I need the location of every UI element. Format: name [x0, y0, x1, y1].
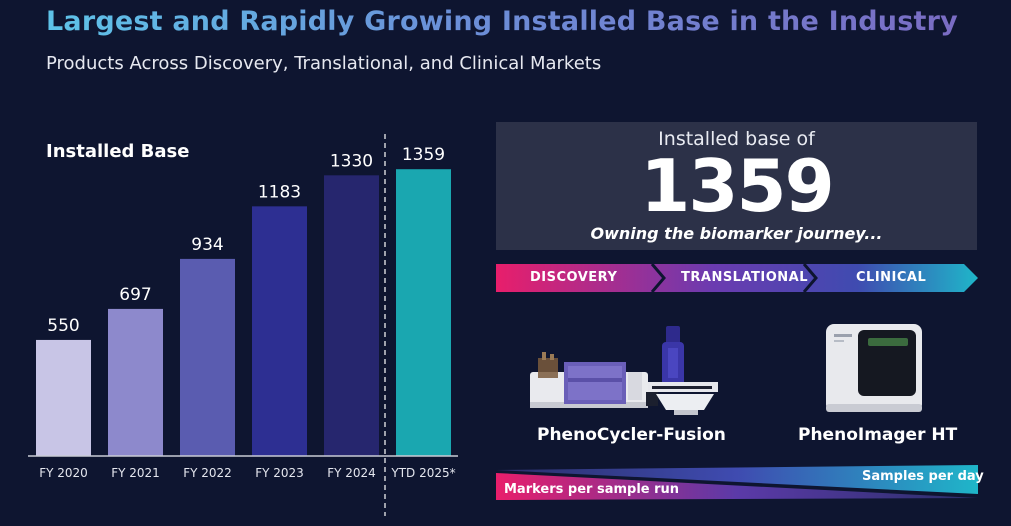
x-tick-label: FY 2023 — [255, 466, 304, 480]
bar-ytd-2025 — [396, 169, 451, 456]
bar-fy-2024 — [324, 175, 379, 456]
bar-value-label: 934 — [191, 235, 223, 255]
samples-per-day-wedge — [496, 465, 978, 494]
bar-fy-2022 — [180, 258, 235, 456]
page-title: Largest and Rapidly Growing Installed Ba… — [46, 6, 958, 37]
bar-fy-2021 — [108, 308, 163, 456]
bar-value-label: 550 — [47, 316, 79, 336]
chart-title: Installed Base — [46, 141, 190, 162]
x-tick-label: FY 2021 — [111, 466, 160, 480]
bar-value-label: 1183 — [258, 182, 301, 202]
callout-number: 1359 — [640, 144, 834, 228]
x-tick-label: FY 2024 — [327, 466, 376, 480]
bar-value-label: 697 — [119, 285, 151, 305]
stage-translational: TRANSLATIONAL — [681, 270, 808, 285]
bar-value-label: 1330 — [330, 151, 373, 171]
page-subtitle: Products Across Discovery, Translational… — [46, 53, 602, 74]
samples-per-day-label: Samples per day — [862, 469, 984, 484]
callout-label: Installed base of — [658, 128, 815, 150]
phenocycler-fusion-image — [530, 326, 718, 415]
product-name-phenocycler: PhenoCycler-Fusion — [537, 425, 726, 445]
journey-chevron-1 — [650, 264, 666, 292]
markers-per-sample-label: Markers per sample run — [504, 482, 680, 497]
throughput-wedges — [496, 465, 978, 500]
stage-discovery: DISCOVERY — [530, 270, 618, 285]
phenoimager-ht-image — [826, 324, 922, 412]
product-name-phenoimager: PhenoImager HT — [798, 425, 958, 445]
stage-clinical: CLINICAL — [856, 270, 927, 285]
bar-fy-2020 — [36, 339, 91, 456]
journey-arrow-shape — [496, 264, 978, 292]
installed-base-chart: 550 FY 2020 697 FY 2021 934 FY 2022 1183 FY 202… — [28, 134, 458, 516]
journey-arrow-bar — [496, 264, 978, 292]
bar-value-label: 1359 — [402, 145, 445, 165]
installed-base-callout: Installed base of 1359 Owning the biomar… — [496, 122, 977, 250]
callout-tagline: Owning the biomarker journey... — [590, 224, 883, 243]
x-tick-label: FY 2020 — [39, 466, 88, 480]
journey-chevron-2 — [802, 264, 818, 292]
bar-fy-2023 — [252, 206, 307, 456]
x-tick-label: YTD 2025* — [390, 466, 455, 480]
markers-per-sample-wedge — [496, 473, 978, 500]
x-tick-label: FY 2022 — [183, 466, 232, 480]
